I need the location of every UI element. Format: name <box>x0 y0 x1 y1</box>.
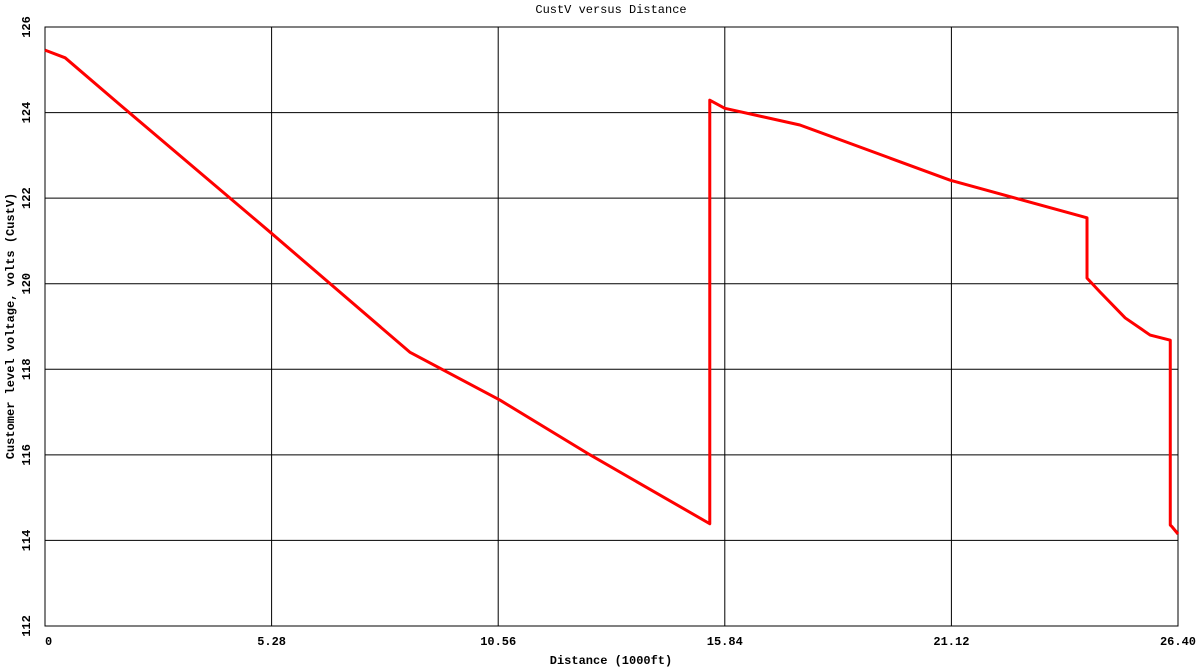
y-tick-label: 116 <box>20 444 34 466</box>
y-tick-label: 124 <box>20 102 34 124</box>
chart-title: CustV versus Distance <box>535 3 686 17</box>
y-tick-label: 118 <box>20 358 34 380</box>
y-axis-label: Customer level voltage, volts (CustV) <box>4 193 18 459</box>
x-tick-label: 26.40 <box>1160 635 1196 649</box>
x-tick-label: 10.56 <box>480 635 516 649</box>
plot-frame <box>44 26 1179 627</box>
y-tick-label: 120 <box>20 273 34 295</box>
y-tick-label: 122 <box>20 187 34 209</box>
x-axis-label: Distance (1000ft) <box>550 654 672 668</box>
y-tick-label: 112 <box>20 615 34 637</box>
x-tick-label: 5.28 <box>257 635 286 649</box>
y-tick-label: 114 <box>20 530 34 552</box>
y-tick-label: 126 <box>20 16 34 38</box>
x-tick-label: 21.12 <box>933 635 969 649</box>
x-tick-label: 15.84 <box>707 635 743 649</box>
data-line <box>44 48 1180 535</box>
x-tick-label: 0 <box>45 635 52 649</box>
